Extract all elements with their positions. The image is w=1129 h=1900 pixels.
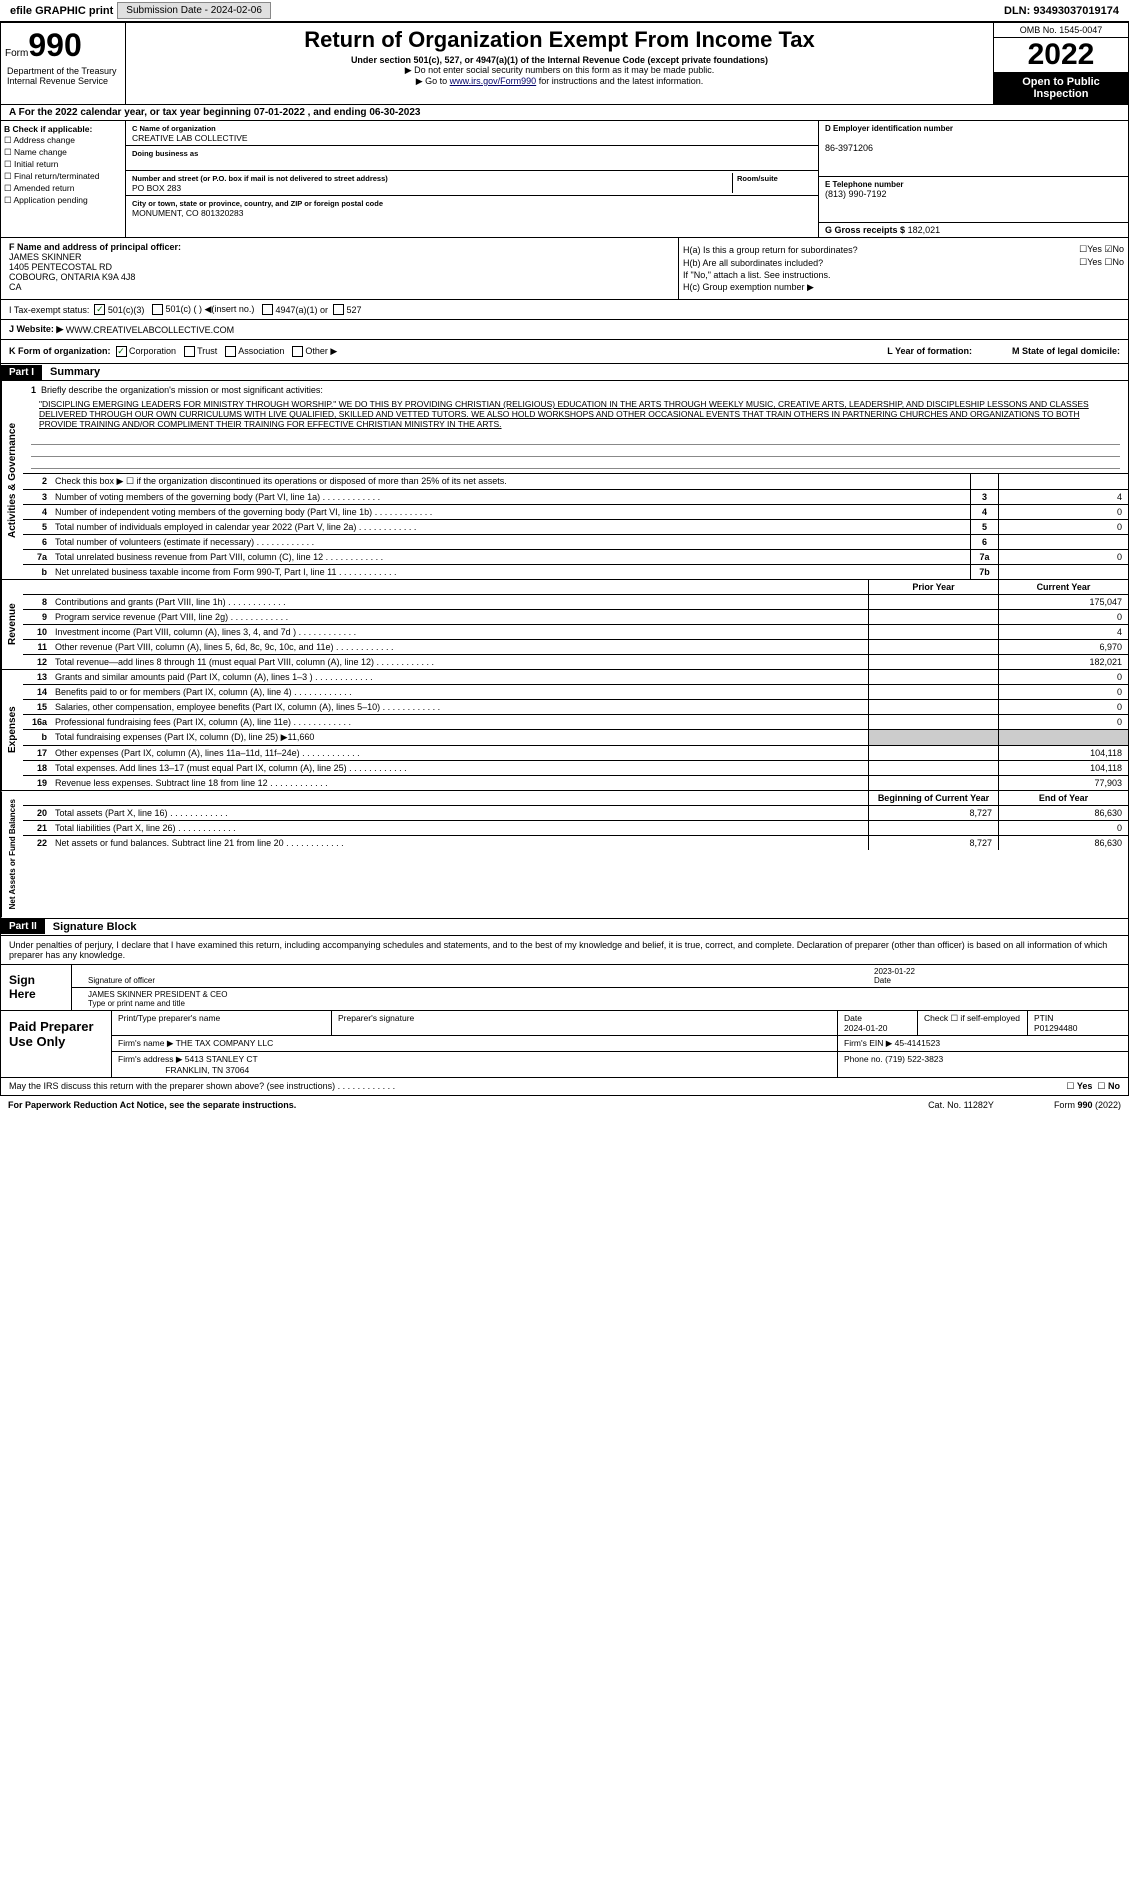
chk-name[interactable]: ☐ Name change (4, 147, 122, 158)
chk-address[interactable]: ☐ Address change (4, 135, 122, 146)
row-i: I Tax-exempt status: 501(c)(3) 501(c) ( … (0, 300, 1129, 320)
form-title: Return of Organization Exempt From Incom… (130, 27, 989, 53)
part1-header: Part I Summary (0, 364, 1129, 381)
vtab-governance: Activities & Governance (1, 381, 23, 579)
penalty-text: Under penalties of perjury, I declare th… (1, 936, 1128, 964)
firm-name: THE TAX COMPANY LLC (176, 1038, 274, 1048)
chk-501c3[interactable] (94, 304, 105, 315)
section-b-to-g: B Check if applicable: ☐ Address change … (0, 121, 1129, 238)
instructions-link[interactable]: www.irs.gov/Form990 (450, 76, 537, 86)
section-f-h: F Name and address of principal officer:… (0, 238, 1129, 300)
submission-date-btn[interactable]: Submission Date - 2024-02-06 (117, 2, 271, 19)
chk-app[interactable]: ☐ Application pending (4, 195, 122, 206)
form-header: Form990 Department of the Treasury Inter… (0, 22, 1129, 105)
chk-final[interactable]: ☐ Final return/terminated (4, 171, 122, 182)
omb-number: OMB No. 1545-0047 (994, 23, 1128, 38)
paid-preparer-label: Paid Preparer Use Only (1, 1011, 111, 1077)
firm-addr: 5413 STANLEY CT (185, 1054, 258, 1064)
officer-sig-name: JAMES SKINNER PRESIDENT & CEO (88, 990, 227, 999)
signature-block: Under penalties of perjury, I declare th… (0, 936, 1129, 1096)
row-k: K Form of organization: Corporation Trus… (0, 340, 1129, 364)
vtab-netassets: Net Assets or Fund Balances (1, 791, 23, 917)
discuss-text: May the IRS discuss this return with the… (9, 1081, 395, 1092)
chk-assoc[interactable] (225, 346, 236, 357)
sign-here-label: Sign Here (1, 965, 71, 1010)
chk-501c[interactable] (152, 304, 163, 315)
efile-label: efile GRAPHIC print (10, 5, 113, 17)
org-name: CREATIVE LAB COLLECTIVE (132, 133, 248, 143)
page-footer: For Paperwork Reduction Act Notice, see … (0, 1096, 1129, 1114)
vtab-revenue: Revenue (1, 580, 23, 669)
chk-trust[interactable] (184, 346, 195, 357)
ssn-note: ▶ Do not enter social security numbers o… (130, 65, 989, 76)
org-city: MONUMENT, CO 801320283 (132, 208, 244, 218)
part2-header: Part II Signature Block (0, 919, 1129, 936)
gross-receipts: 182,021 (908, 225, 941, 235)
chk-amended[interactable]: ☐ Amended return (4, 183, 122, 194)
mission-text: "DISCIPLING EMERGING LEADERS FOR MINISTR… (31, 395, 1120, 433)
website: WWW.CREATIVELABCOLLECTIVE.COM (66, 325, 234, 335)
dept-label: Department of the Treasury Internal Reve… (5, 64, 121, 88)
officer-name: JAMES SKINNER (9, 252, 82, 262)
form-subtitle: Under section 501(c), 527, or 4947(a)(1)… (130, 55, 989, 65)
revenue-section: Revenue Prior YearCurrent Year 8Contribu… (0, 580, 1129, 670)
line-a: A For the 2022 calendar year, or tax yea… (0, 105, 1129, 121)
vtab-expenses: Expenses (1, 670, 23, 790)
chk-4947[interactable] (262, 304, 273, 315)
firm-phone: (719) 522-3823 (885, 1054, 943, 1064)
ptin: P01294480 (1034, 1023, 1078, 1033)
ein: 86-3971206 (825, 143, 873, 153)
chk-527[interactable] (333, 304, 344, 315)
expenses-section: Expenses 13Grants and similar amounts pa… (0, 670, 1129, 791)
prep-date: 2024-01-20 (844, 1023, 887, 1033)
org-address: PO BOX 283 (132, 183, 181, 193)
box-b-title: B Check if applicable: (4, 124, 92, 134)
phone: (813) 990-7192 (825, 189, 887, 199)
form-number: Form990 (5, 27, 121, 64)
open-inspection: Open to Public Inspection (994, 72, 1128, 104)
chk-corp[interactable] (116, 346, 127, 357)
row-j: J Website: ▶ WWW.CREATIVELABCOLLECTIVE.C… (0, 320, 1129, 340)
dln: DLN: 93493037019174 (1004, 5, 1119, 17)
top-bar: efile GRAPHIC print Submission Date - 20… (0, 0, 1129, 22)
tax-year: 2022 (994, 38, 1128, 72)
sig-date: 2023-01-22 (874, 967, 915, 976)
netassets-section: Net Assets or Fund Balances Beginning of… (0, 791, 1129, 918)
activities-governance: Activities & Governance 1 Briefly descri… (0, 381, 1129, 580)
firm-ein: 45-4141523 (895, 1038, 940, 1048)
chk-other[interactable] (292, 346, 303, 357)
chk-initial[interactable]: ☐ Initial return (4, 159, 122, 170)
instructions-note: ▶ Go to www.irs.gov/Form990 for instruct… (130, 76, 989, 87)
